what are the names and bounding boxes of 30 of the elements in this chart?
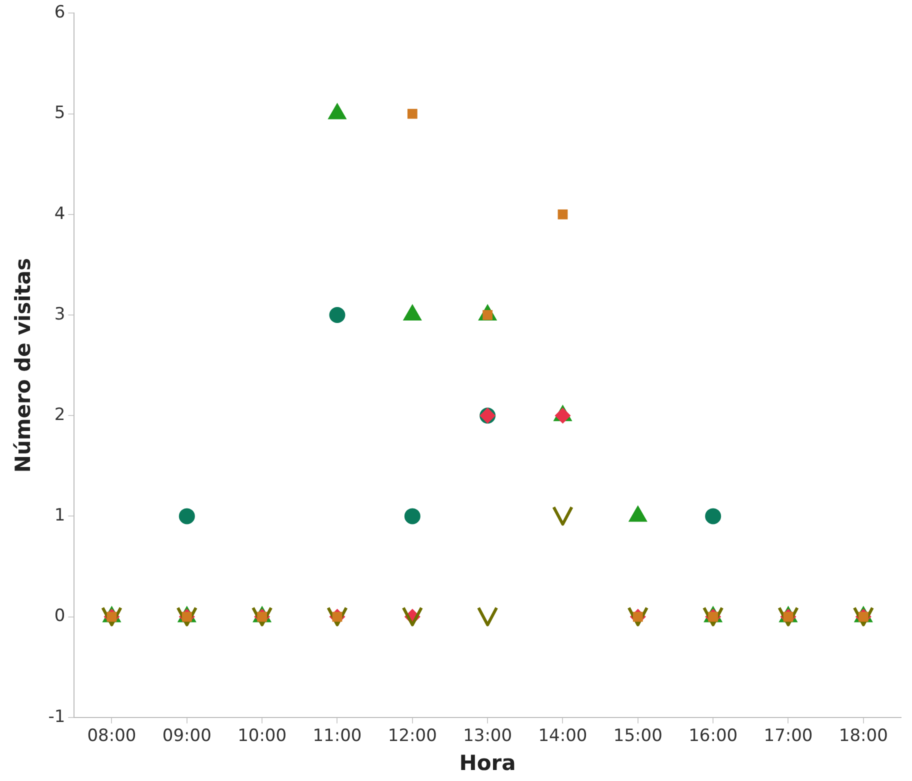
x-tick-label: 14:00: [538, 726, 588, 746]
y-tick-label: 5: [54, 103, 66, 124]
point: [404, 508, 420, 524]
y-tick-label: 0: [54, 606, 66, 626]
point: [558, 209, 568, 220]
x-tick-label: 17:00: [764, 726, 813, 746]
point: [477, 606, 498, 626]
y-tick-label: 1: [54, 506, 66, 526]
x-tick-label: 09:00: [162, 726, 212, 746]
x-tick-label: 18:00: [838, 726, 888, 746]
x-tick-label: 11:00: [312, 726, 362, 746]
x-tick-label: 13:00: [463, 726, 512, 746]
point: [554, 408, 571, 424]
x-axis-title: Hora: [459, 750, 516, 775]
y-tick-label: 2: [54, 405, 66, 426]
x-tick-label: 16:00: [688, 726, 738, 746]
y-tick-label: 4: [54, 204, 66, 224]
point: [407, 108, 418, 119]
x-tick-label: 15:00: [613, 726, 662, 746]
y-tick-label: -1: [48, 706, 66, 727]
x-tick-label: 08:00: [87, 726, 136, 746]
x-tick-label: 12:00: [388, 726, 437, 746]
point: [178, 508, 195, 524]
y-axis-title: Número de visitas: [11, 258, 36, 473]
y-tick-label: 6: [54, 2, 66, 23]
point: [329, 307, 346, 323]
x-tick-label: 10:00: [238, 726, 287, 746]
point: [705, 508, 722, 524]
y-tick-label: 3: [54, 304, 66, 324]
point: [552, 506, 574, 526]
